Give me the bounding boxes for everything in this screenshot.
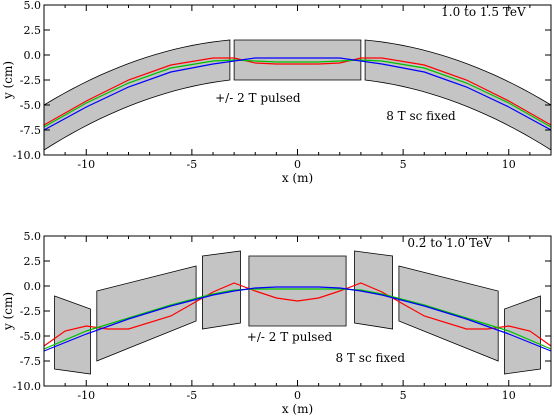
x-axis-title: x (m) (282, 402, 313, 416)
y-axis-title: y (cm) (1, 292, 15, 331)
magnet-5 (354, 250, 393, 330)
x-tick-label: -5 (187, 158, 198, 171)
y-tick-label: -2.5 (20, 305, 41, 318)
y-tick-label: -5.0 (20, 99, 41, 112)
magnet-4 (248, 255, 347, 327)
x-tick-label: 10 (502, 158, 516, 171)
series-line-2 (43, 59, 552, 128)
y-tick-label: -10.0 (13, 149, 41, 162)
annotation-label: +/- 2 T pulsed (247, 330, 333, 344)
magnet-1 (43, 39, 231, 151)
x-tick-label: -10 (77, 158, 95, 171)
series-line-3 (43, 57, 552, 131)
x-axis-title: x (m) (282, 171, 313, 185)
y-tick-label: 2.5 (24, 24, 42, 37)
x-tick-label: 0 (294, 389, 301, 402)
x-tick-label: -10 (77, 389, 95, 402)
annotation-label: 8 T sc fixed (386, 109, 456, 123)
x-tick-label: 5 (400, 389, 407, 402)
series-line-1 (43, 282, 552, 347)
magnet-3 (202, 250, 241, 330)
y-tick-label: -7.5 (20, 355, 41, 368)
y-tick-label: 5.0 (24, 230, 42, 243)
series-line-2 (43, 288, 552, 350)
annotation-label: +/- 2 T pulsed (215, 91, 301, 105)
series-line-3 (43, 286, 552, 352)
annotation-label: 8 T sc fixed (336, 351, 406, 365)
x-tick-label: 0 (294, 158, 301, 171)
annotation-label: 0.2 to 1.0 TeV (407, 236, 492, 250)
y-tick-label: 5.0 (24, 0, 42, 12)
magnet-2 (233, 39, 362, 81)
annotation-label: 1.0 to 1.5 TeV (441, 5, 526, 19)
y-tick-label: 0.0 (24, 49, 42, 62)
y-axis-title: y (cm) (1, 61, 15, 100)
magnet-7 (504, 295, 541, 375)
y-tick-label: -7.5 (20, 124, 41, 137)
y-tick-label: -10.0 (13, 380, 41, 393)
x-tick-label: 5 (400, 158, 407, 171)
magnet-3 (364, 39, 552, 151)
y-tick-label: -5.0 (20, 330, 41, 343)
x-tick-label: -5 (187, 389, 198, 402)
series-line-1 (43, 57, 552, 126)
y-tick-label: 2.5 (24, 255, 42, 268)
y-tick-label: -2.5 (20, 74, 41, 87)
chart-panel-2: -10 -5 0 5 10 -10.0 -7.5 -5.0 -2.5 0.0 2.5 5.0 x (m)… (1, 230, 552, 416)
chart-panel-1: -10 -5 0 5 10 -10.0 -7.5 -5.0 -2.5 0.0 2.5 5.0 x (m)… (1, 0, 552, 185)
x-tick-label: 10 (502, 389, 516, 402)
y-tick-label: 0.0 (24, 280, 42, 293)
